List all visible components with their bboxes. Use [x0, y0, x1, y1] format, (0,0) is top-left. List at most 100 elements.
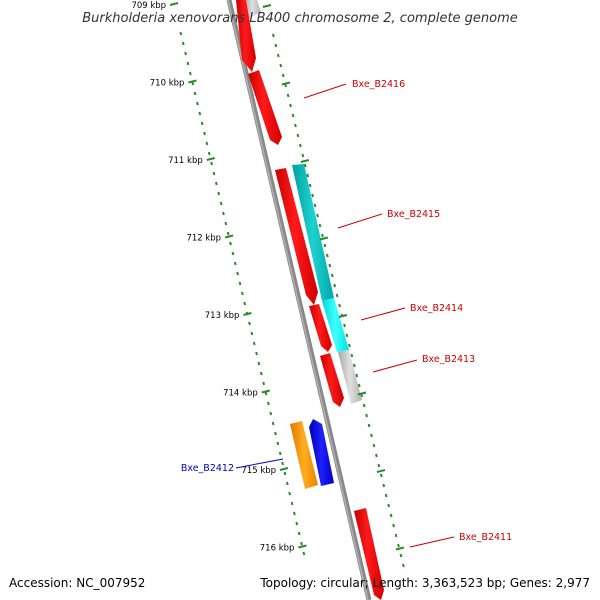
tick-dot-inner [248, 321, 251, 326]
tick-label: 710 kbp [150, 79, 185, 89]
tick-dot-outer [279, 63, 283, 68]
tick-dot-inner [231, 251, 235, 256]
genome-backbone-highlight [227, 0, 369, 600]
tick-dot-outer [399, 553, 403, 558]
gene-label-bxe-b2414[interactable]: Bxe_B2414 [410, 303, 463, 314]
feature-bxe-b2416[interactable] [248, 70, 282, 145]
tick-dot-inner [267, 401, 270, 406]
feature-cyan-dark[interactable] [292, 164, 334, 301]
tick-label: 711 kbp [168, 156, 203, 166]
tick-label: 709 kbp [131, 1, 166, 11]
major-tick-outer [376, 469, 386, 473]
feature-bxe-b2412-orange[interactable] [290, 421, 318, 489]
tick-dot-outer [362, 403, 366, 408]
tick-dot-outer [323, 243, 327, 248]
gene-labels: Bxe_B2416 Bxe_B2415 Bxe_B2414 Bxe_B2413 Bxe_… [181, 79, 512, 548]
tick-dot-outer [397, 543, 400, 548]
major-tick-inner [224, 234, 234, 239]
tick-dot-inner [224, 221, 228, 226]
tick-dot-inner [257, 361, 261, 366]
major-tick-inner [279, 467, 289, 471]
feature-bxe-b2415-red[interactable] [275, 168, 318, 305]
map-title: Burkholderia xenovorans LB400 chromosome… [82, 11, 518, 26]
gene-label-bxe-b2412[interactable]: Bxe_B2412 [181, 463, 234, 474]
tick-dot-inner [238, 281, 242, 286]
tick-dot-outer [387, 503, 391, 508]
major-tick-inner [298, 544, 307, 549]
genome-backbone [226, 0, 372, 600]
genome-summary-text: Topology: circular; Length: 3,363,523 bp… [259, 576, 590, 590]
tick-dot-inner [252, 341, 256, 346]
feature-track [236, 0, 384, 600]
tick-dot-inner [193, 91, 197, 96]
tick-dot-outer [291, 113, 295, 118]
tick-dot-outer [281, 73, 285, 78]
tick-dot-inner [271, 421, 275, 426]
tick-dot-outer [365, 413, 368, 418]
tick-dot-inner [295, 521, 299, 526]
feature-bxe-b2411[interactable] [354, 508, 384, 600]
tick-dot-inner [200, 121, 204, 126]
tick-dot-outer [345, 333, 349, 338]
tick-dot-outer [313, 203, 317, 208]
feature-bxe-b2412-blue[interactable] [309, 419, 334, 486]
tick-dot-outer [298, 143, 302, 148]
tick-dot-inner [290, 501, 294, 506]
tick-dot-inner [203, 131, 206, 136]
tick-dot-inner [283, 471, 287, 476]
tick-dot-inner [288, 491, 292, 496]
tick-labels: 709 kbp 710 kbp 711 kbp 712 kbp 713 kbp 714 k… [131, 1, 405, 554]
tick-dot-inner [179, 31, 183, 36]
tick-dot-outer [343, 323, 346, 328]
feature-cyan-bright[interactable] [322, 298, 349, 352]
major-tick-outer [319, 236, 329, 241]
tick-dot-outer [330, 273, 334, 278]
gene-label-bxe-b2416[interactable]: Bxe_B2416 [352, 79, 405, 90]
feature-red-top[interactable] [236, 0, 256, 72]
gene-label-bxe-b2415[interactable]: Bxe_B2415 [387, 209, 440, 220]
gene-label-bxe-b2411[interactable]: Bxe_B2411 [459, 532, 512, 543]
tick-dot-inner [222, 211, 225, 216]
tick-dot-inner [250, 331, 254, 336]
tick-dot-inner [188, 71, 192, 76]
feature-bxe-b2413[interactable] [338, 350, 362, 404]
tick-dot-inner [217, 191, 221, 196]
tick-dot-inner [207, 151, 211, 156]
tick-dot-outer [289, 103, 292, 108]
feature-red-mid[interactable] [320, 353, 344, 407]
gene-label-bxe-b2413[interactable]: Bxe_B2413 [422, 354, 475, 365]
tick-dot-outer [355, 373, 359, 378]
tick-dot-inner [210, 161, 213, 166]
tick-dot-inner [300, 541, 303, 546]
tick-dot-inner [285, 481, 289, 486]
tick-dot-inner [198, 111, 202, 116]
tick-dot-outer [348, 343, 351, 348]
tick-dot-outer [367, 423, 371, 428]
tick-dot-outer [377, 463, 381, 468]
tick-dot-inner [302, 551, 306, 556]
major-tick-outer [338, 314, 348, 318]
feature-bxe-b2414[interactable] [309, 304, 332, 352]
tick-dot-inner [181, 41, 185, 46]
tick-dot-inner [281, 461, 284, 466]
tick-dot-outer [357, 383, 361, 388]
tick-label: 716 kbp [260, 544, 295, 554]
tick-dot-outer [276, 53, 280, 58]
gene-leader-line [409, 536, 455, 548]
tick-dot-outer [272, 33, 275, 38]
tick-dot-outer [311, 193, 314, 198]
gene-leader-line [235, 458, 284, 469]
tick-dot-outer [384, 493, 388, 498]
tick-dot-outer [286, 93, 290, 98]
tick-dot-outer [303, 163, 307, 168]
tick-dot-outer [350, 353, 354, 358]
tick-dot-outer [294, 123, 297, 128]
tick-dot-outer [308, 183, 312, 188]
tick-dot-outer [379, 473, 383, 478]
gene-leader-line [360, 307, 406, 321]
tick-dot-outer [333, 283, 337, 288]
tick-label: 715 kbp [241, 466, 276, 476]
major-tick-inner [243, 312, 252, 316]
tick-dot-outer [274, 43, 278, 48]
